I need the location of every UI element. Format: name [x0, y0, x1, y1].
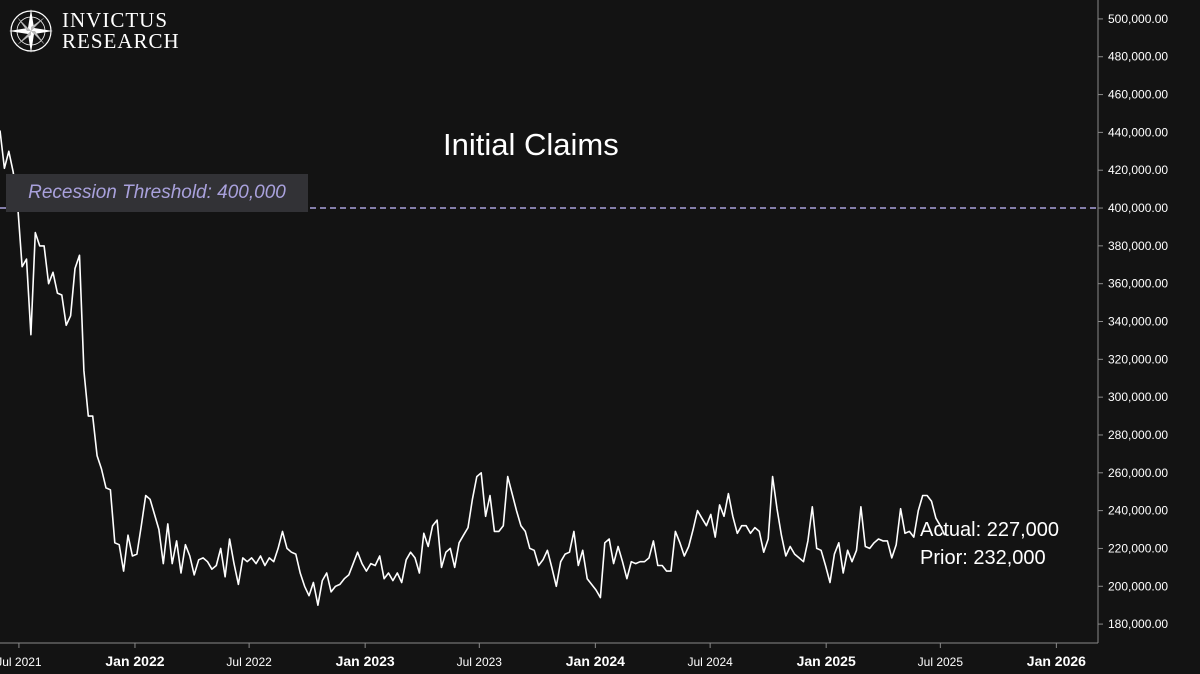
compass-rose-icon	[9, 9, 53, 53]
x-tick-label: Jul 2024	[687, 655, 733, 669]
y-tick-label: 380,000.00	[1108, 239, 1168, 253]
prior-value-label: Prior: 232,000	[920, 547, 1046, 569]
x-tick-label: Jan 2023	[336, 653, 395, 669]
y-tick-label: 500,000.00	[1108, 12, 1168, 26]
x-tick-label: Jul 2025	[918, 655, 964, 669]
brand-line2: RESEARCH	[62, 29, 180, 53]
brand-wordmark: INVICTUS RESEARCH	[62, 10, 180, 52]
y-axis: 180,000.00 200,000.00 220,000.00 240,000.00…	[1098, 12, 1168, 631]
actual-value-label: Actual: 227,000	[920, 519, 1059, 541]
y-tick-label: 180,000.00	[1108, 617, 1168, 631]
threshold-label: Recession Threshold: 400,000	[28, 182, 286, 203]
brand-logo: INVICTUS RESEARCH	[8, 8, 180, 54]
y-tick-label: 460,000.00	[1108, 88, 1168, 102]
y-tick-label: 340,000.00	[1108, 315, 1168, 329]
y-tick-label: 280,000.00	[1108, 428, 1168, 442]
x-tick-label: Jul 2022	[226, 655, 272, 669]
initial-claims-series-line	[0, 130, 946, 606]
x-tick-label: Jan 2026	[1027, 653, 1086, 669]
brand-line1: INVICTUS	[62, 8, 168, 32]
x-tick-label: Jul 2021	[0, 655, 42, 669]
chart-title: Initial Claims	[443, 127, 619, 162]
y-tick-label: 420,000.00	[1108, 163, 1168, 177]
y-tick-label: 200,000.00	[1108, 579, 1168, 593]
y-tick-label: 240,000.00	[1108, 504, 1168, 518]
y-tick-label: 220,000.00	[1108, 541, 1168, 555]
x-tick-label: Jul 2023	[457, 655, 503, 669]
x-tick-label: Jan 2025	[797, 653, 856, 669]
y-tick-label: 260,000.00	[1108, 466, 1168, 480]
y-tick-label: 300,000.00	[1108, 390, 1168, 404]
y-tick-label: 360,000.00	[1108, 277, 1168, 291]
x-axis: Jul 2021 Jan 2022 Jul 2022 Jan 2023 Jul 2023…	[0, 643, 1086, 669]
x-tick-label: Jan 2024	[566, 653, 625, 669]
y-tick-label: 400,000.00	[1108, 201, 1168, 215]
threshold-label-box: Recession Threshold: 400,000	[6, 174, 308, 212]
x-tick-label: Jan 2022	[105, 653, 164, 669]
y-tick-label: 440,000.00	[1108, 125, 1168, 139]
y-tick-label: 480,000.00	[1108, 50, 1168, 64]
y-tick-label: 320,000.00	[1108, 352, 1168, 366]
